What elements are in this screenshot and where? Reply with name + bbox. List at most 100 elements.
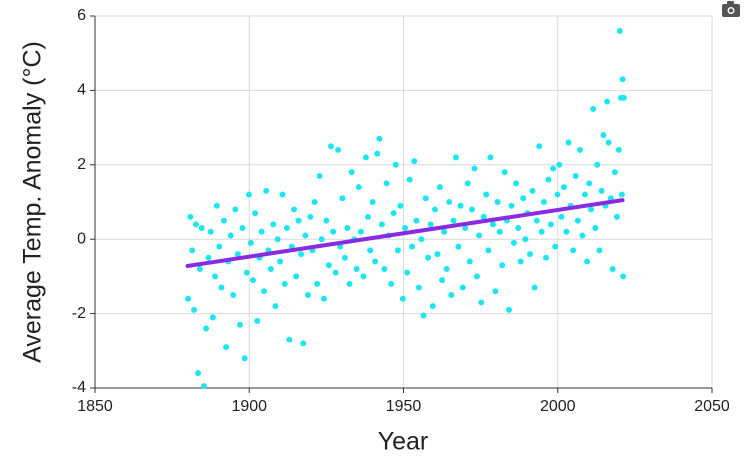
scatter-point	[506, 306, 513, 313]
scatter-point	[443, 265, 450, 272]
scatter-point	[613, 213, 620, 220]
scatter-point	[464, 180, 471, 187]
scatter-point	[420, 312, 427, 319]
scatter-point	[547, 221, 554, 228]
scatter-point	[323, 217, 330, 224]
scatter-point	[279, 191, 286, 198]
scatter-point	[346, 280, 353, 287]
scatter-point	[187, 213, 194, 220]
scatter-point	[513, 180, 520, 187]
scatter-point	[241, 355, 248, 362]
scatter-point	[471, 165, 478, 172]
scatter-point	[620, 94, 627, 101]
scatter-point	[392, 161, 399, 168]
scatter-point	[452, 154, 459, 161]
scatter-point	[462, 225, 469, 232]
scatter-point	[439, 277, 446, 284]
scatter-point	[570, 247, 577, 254]
scatter-point	[425, 254, 432, 261]
scatter-point	[230, 292, 237, 298]
scatter-point	[517, 258, 524, 265]
scatter-point	[320, 295, 327, 302]
y-tick-label: -2	[72, 305, 86, 322]
scatter-point	[216, 243, 223, 250]
scatter-point	[473, 273, 480, 280]
y-tick-label: -4	[72, 379, 86, 396]
scatter-point	[365, 213, 372, 220]
scatter-point	[207, 228, 214, 235]
scatter-point	[344, 225, 351, 232]
x-tick-label: 2000	[540, 398, 576, 415]
scatter-point	[200, 383, 207, 390]
scatter-point	[341, 254, 348, 261]
scatter-point	[609, 265, 616, 272]
scatter-point	[191, 306, 198, 313]
scatter-point	[550, 165, 557, 172]
scatter-point	[277, 258, 284, 265]
scatter-point	[415, 284, 422, 291]
scatter-point	[485, 247, 492, 254]
scatter-point	[619, 76, 626, 83]
scatter-point	[402, 225, 409, 232]
scatter-point	[406, 176, 413, 183]
scatter-point	[450, 217, 457, 224]
x-tick-label: 1950	[386, 398, 422, 415]
y-tick-label: 6	[77, 7, 86, 24]
scatter-point	[434, 251, 441, 258]
scatter-point	[192, 221, 199, 228]
scatter-point	[283, 225, 290, 232]
scatter-point	[254, 318, 261, 325]
scatter-point	[590, 106, 597, 112]
scatter-point	[357, 228, 364, 235]
scatter-point	[376, 135, 383, 142]
y-tick-label: 2	[77, 156, 86, 173]
scatter-point	[203, 325, 210, 332]
scatter-point	[489, 221, 496, 228]
scatter-point	[572, 172, 579, 179]
scatter-point	[526, 251, 533, 258]
scatter-point	[558, 213, 565, 220]
scatter-point	[588, 206, 595, 213]
scatter-point	[249, 277, 256, 284]
scatter-point	[353, 265, 360, 272]
scatter-point	[399, 295, 406, 302]
scatter-point	[466, 258, 473, 265]
scatter-point	[592, 225, 599, 232]
scatter-point	[545, 176, 552, 183]
x-tick-label: 1850	[77, 398, 113, 415]
scatter-point	[234, 251, 241, 258]
scatter-point	[418, 236, 425, 243]
scatter-point	[212, 273, 219, 280]
scatter-point	[245, 191, 252, 198]
scatter-point	[378, 221, 385, 228]
x-tick-label: 1900	[231, 398, 267, 415]
camera-icon[interactable]	[722, 1, 740, 17]
scatter-point	[531, 284, 538, 291]
scatter-point	[267, 265, 274, 272]
scatter-point	[198, 225, 205, 232]
scatter-point	[565, 139, 572, 146]
scatter-point	[543, 254, 550, 261]
scatter-point	[552, 243, 559, 250]
scatter-point	[563, 228, 570, 235]
scatter-point	[556, 161, 563, 168]
scatter-point	[270, 221, 277, 228]
scatter-point	[510, 239, 517, 246]
scatter-point	[381, 265, 388, 272]
scatter-point	[239, 225, 246, 232]
scatter-point	[337, 243, 344, 250]
scatter-point	[436, 184, 443, 191]
scatter-point	[316, 172, 323, 179]
scatter-point	[429, 303, 436, 310]
scatter-point	[252, 210, 259, 217]
scatter-point	[522, 236, 529, 243]
scatter-point	[300, 340, 307, 347]
scatter-point	[355, 184, 362, 191]
scatter-point	[290, 206, 297, 213]
scatter-point	[328, 143, 335, 150]
scatter-point	[394, 247, 401, 254]
scatter-point	[459, 284, 466, 291]
scatter-point	[263, 187, 270, 194]
scatter-point	[600, 132, 607, 139]
scatter-point	[196, 265, 203, 272]
